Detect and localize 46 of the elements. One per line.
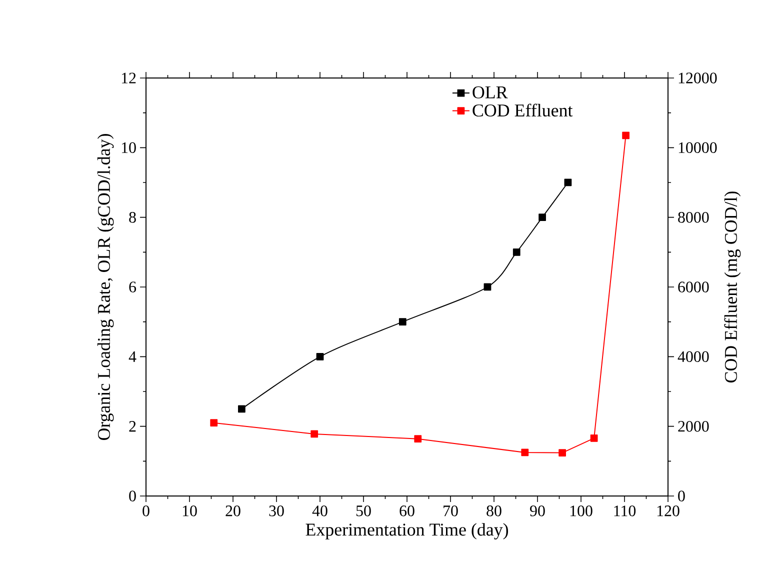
x-tick-label: 100 (570, 506, 592, 516)
point (316, 352, 324, 360)
point (622, 132, 630, 140)
x-tick-label: 0 (142, 506, 150, 516)
x-tick-label: 40 (312, 506, 328, 516)
point (558, 449, 566, 456)
point (398, 318, 406, 326)
point (238, 405, 246, 413)
x-tick-label: 60 (400, 506, 414, 516)
x-tick-label: 90 (530, 506, 545, 516)
y2-tick-label: 6000 (678, 282, 709, 292)
y2-axis-title: COD Effluent (mg COD/l) (724, 192, 741, 382)
y-tick-label: 2 (129, 421, 136, 432)
y-tick-label: 4 (128, 351, 136, 362)
y2-tick-label: 8000 (678, 212, 709, 223)
y-tick-label: 6 (129, 282, 136, 292)
x-tick-label: 20 (226, 506, 240, 516)
point (210, 419, 218, 427)
legend-label: COD Effluent (472, 104, 573, 117)
y-tick-label: 8 (129, 212, 136, 223)
point (564, 178, 572, 186)
point (414, 435, 422, 443)
x-tick-label: 120 (657, 506, 680, 516)
point (310, 430, 318, 438)
x-axis-title: Experimentation Time (day) (306, 523, 508, 540)
point (538, 214, 546, 222)
y-axis-title: Organic Loading Rate, OLR (gCOD/l.day) (97, 134, 114, 440)
y-tick-label: 10 (122, 142, 136, 154)
point (521, 448, 529, 456)
legend-label: OLR (472, 86, 508, 98)
y-tick-label: 12 (122, 72, 136, 84)
y-tick-label: 0 (129, 490, 136, 502)
x-tick-label: 10 (182, 506, 197, 516)
x-tick-label: 80 (486, 506, 502, 516)
y2-tick-label: 4000 (678, 351, 709, 362)
x-tick-label: 30 (269, 506, 284, 516)
y2-tick-label: 12000 (678, 72, 717, 84)
point (590, 434, 598, 442)
y2-tick-label: 10000 (678, 142, 717, 154)
x-tick-label: 50 (356, 506, 371, 516)
x-tick-label: 110 (614, 506, 636, 516)
y2-tick-label: 2000 (678, 420, 709, 432)
point (512, 248, 520, 256)
y2-tick-label: 0 (678, 490, 685, 502)
point (484, 283, 492, 291)
x-tick-label: 70 (444, 506, 458, 516)
